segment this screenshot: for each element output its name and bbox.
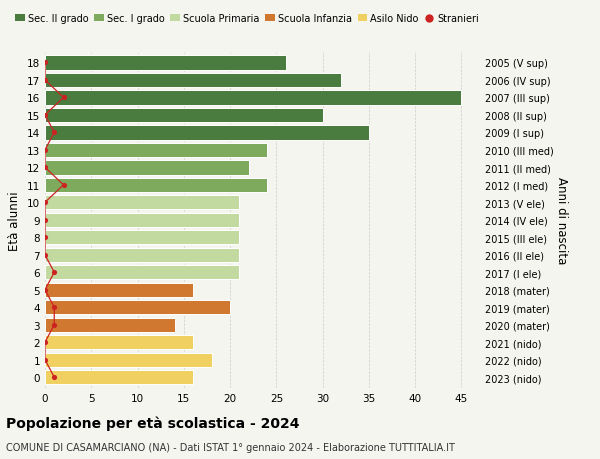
Bar xyxy=(45,161,248,175)
Point xyxy=(49,321,59,329)
Bar xyxy=(45,91,461,105)
Bar xyxy=(45,301,230,315)
Text: COMUNE DI CASAMARCIANO (NA) - Dati ISTAT 1° gennaio 2024 - Elaborazione TUTTITAL: COMUNE DI CASAMARCIANO (NA) - Dati ISTAT… xyxy=(6,442,455,452)
Bar xyxy=(45,248,239,263)
Bar xyxy=(45,143,267,158)
Point xyxy=(49,269,59,276)
Bar xyxy=(45,56,286,70)
Point xyxy=(40,77,50,84)
Bar xyxy=(45,283,193,297)
Y-axis label: Età alunni: Età alunni xyxy=(8,190,22,250)
Legend: Sec. II grado, Sec. I grado, Scuola Primaria, Scuola Infanzia, Asilo Nido, Stran: Sec. II grado, Sec. I grado, Scuola Prim… xyxy=(15,14,479,24)
Bar xyxy=(45,178,267,193)
Point xyxy=(40,112,50,119)
Bar xyxy=(45,318,175,332)
Bar xyxy=(45,196,239,210)
Point xyxy=(40,234,50,241)
Bar xyxy=(45,353,212,367)
Bar xyxy=(45,108,323,123)
Point xyxy=(49,374,59,381)
Point xyxy=(40,164,50,172)
Point xyxy=(40,339,50,346)
Y-axis label: Anni di nascita: Anni di nascita xyxy=(554,177,568,264)
Point xyxy=(40,199,50,207)
Point xyxy=(40,60,50,67)
Bar xyxy=(45,213,239,228)
Bar xyxy=(45,265,239,280)
Point xyxy=(49,304,59,311)
Text: Popolazione per età scolastica - 2024: Popolazione per età scolastica - 2024 xyxy=(6,415,299,430)
Point xyxy=(49,129,59,137)
Point xyxy=(59,95,68,102)
Bar xyxy=(45,230,239,245)
Bar xyxy=(45,126,369,140)
Point xyxy=(40,356,50,364)
Point xyxy=(40,147,50,154)
Bar xyxy=(45,336,193,350)
Bar xyxy=(45,73,341,88)
Bar xyxy=(45,370,193,385)
Point xyxy=(40,252,50,259)
Point xyxy=(59,182,68,189)
Point xyxy=(40,286,50,294)
Point xyxy=(40,217,50,224)
